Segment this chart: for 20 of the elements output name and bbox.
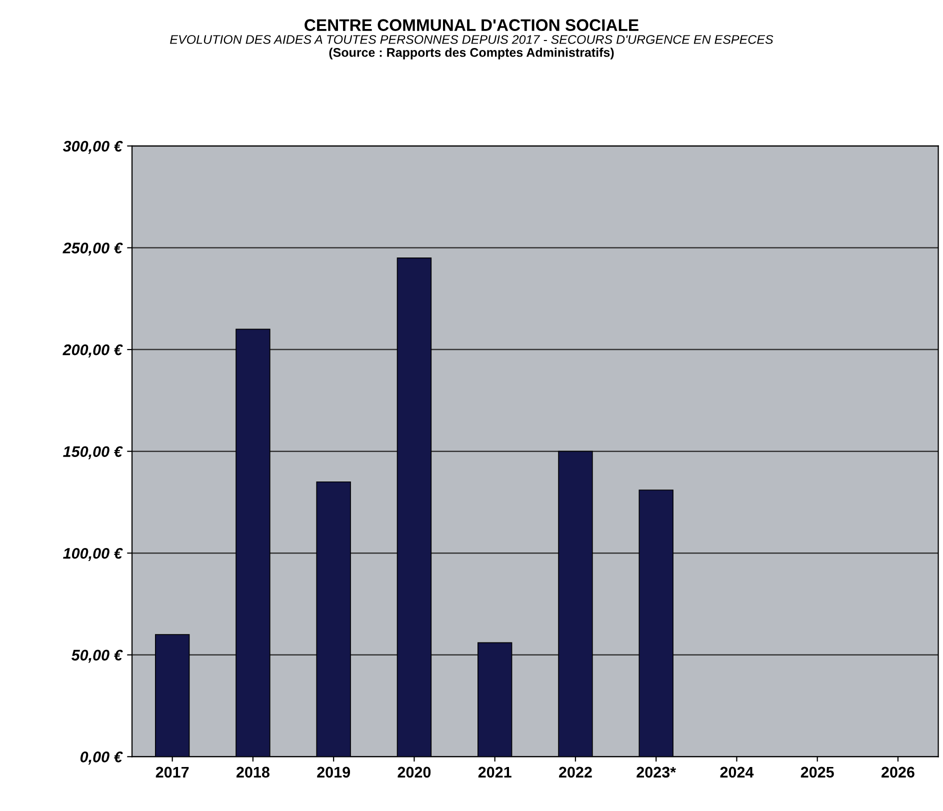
x-tick-label: 2018: [236, 766, 270, 778]
text: (Source : Rapports des Comptes Administratifs): [329, 48, 614, 60]
x-tick-label: 2021: [478, 766, 512, 778]
x-tick-label: 2025: [800, 766, 834, 778]
chart-subtitle: EVOLUTION DES AIDES A TOUTES PERSONNES DEPUIS 2017 - SECOURS D'URGENCE EN ESPECES: [170, 35, 774, 44]
x-tick-label: 2019: [317, 766, 350, 778]
y-tick-label: 300,00 €: [62, 140, 123, 154]
y-tick-label: 250,00 €: [62, 242, 123, 256]
x-tick-label: 2020: [398, 766, 431, 778]
x-tick-label: 2017: [156, 766, 189, 778]
y-tick-label: 50,00 €: [71, 650, 123, 663]
x-tick-label: 2022: [559, 766, 592, 778]
x-tick-label: 2024: [720, 766, 754, 778]
y-tick-label: 150,00 €: [63, 446, 123, 460]
x-tick-label: 2023*: [636, 766, 676, 778]
chart-title: CENTRE COMMUNAL D'ACTION SOCIALE: [304, 19, 638, 31]
y-tick-label: 0,00 €: [80, 752, 123, 765]
y-tick-label: 200,00 €: [62, 344, 123, 358]
x-tick-label: 2026: [882, 766, 914, 778]
y-tick-label: 100,00 €: [63, 548, 123, 562]
